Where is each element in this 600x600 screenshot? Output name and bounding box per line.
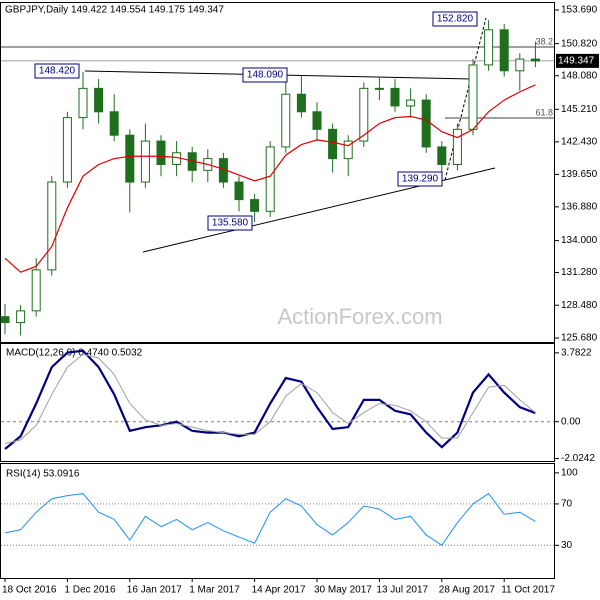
x-tick-label: 1 Mar 2017 bbox=[189, 585, 240, 596]
candle-body bbox=[406, 99, 416, 107]
candle-body bbox=[47, 181, 57, 271]
trendline bbox=[444, 17, 487, 181]
candle-body bbox=[250, 199, 260, 212]
candle-body bbox=[312, 111, 322, 130]
candle-body bbox=[484, 29, 494, 66]
y-tick-label: 30 bbox=[561, 540, 573, 551]
candle-body bbox=[109, 111, 119, 136]
x-tick-label: 13 Jul 2017 bbox=[376, 585, 428, 596]
x-tick-label: 14 Apr 2017 bbox=[252, 585, 306, 596]
y-tick-label: 3.7822 bbox=[561, 348, 592, 359]
candle-body bbox=[0, 316, 10, 324]
candle-body bbox=[296, 93, 306, 113]
y-tick-label: 70 bbox=[561, 499, 573, 510]
y-tick-label: 153.690 bbox=[561, 5, 598, 16]
y-tick-label: 128.480 bbox=[561, 300, 598, 311]
annotation: 152.820 bbox=[437, 14, 474, 25]
candle-body bbox=[265, 146, 275, 212]
y-tick-label: 0.00 bbox=[561, 416, 581, 427]
candle-body bbox=[359, 87, 369, 142]
annotation: 148.420 bbox=[39, 66, 76, 77]
candle-body bbox=[421, 99, 431, 148]
candle-body bbox=[437, 146, 447, 165]
series-line bbox=[4, 492, 536, 546]
current-price-label: 149.347 bbox=[558, 56, 595, 67]
macd-panel bbox=[0, 343, 555, 462]
candle-body bbox=[499, 29, 509, 72]
y-tick-label: 148.080 bbox=[561, 70, 598, 81]
annotation-box bbox=[34, 63, 80, 79]
candle-body bbox=[62, 117, 72, 183]
series-line bbox=[4, 353, 536, 445]
moving-average bbox=[4, 84, 536, 273]
y-tick-label: 136.880 bbox=[561, 202, 598, 213]
series-line bbox=[4, 349, 536, 450]
candle-body bbox=[452, 128, 462, 165]
x-tick-label: 11 Oct 2017 bbox=[501, 585, 555, 596]
y-tick-label: 145.210 bbox=[561, 104, 598, 115]
x-tick-label: 18 Oct 2016 bbox=[2, 585, 57, 596]
candle-body bbox=[281, 93, 291, 148]
y-tick-label: 139.650 bbox=[561, 169, 598, 180]
annotation-box bbox=[432, 11, 478, 27]
candle-body bbox=[31, 269, 41, 312]
chart-title: GBPJPY,Daily 149.422 149.554 149.175 149… bbox=[5, 5, 224, 16]
price-panel bbox=[0, 2, 555, 343]
y-tick-label: 100 bbox=[561, 468, 578, 479]
x-tick-label: 30 May 2017 bbox=[314, 585, 372, 596]
annotation-box bbox=[397, 171, 443, 187]
rsi-panel bbox=[0, 463, 555, 579]
candle-body bbox=[125, 134, 135, 183]
candle-body bbox=[530, 58, 540, 62]
fib-label: 38.2 bbox=[535, 36, 553, 46]
x-tick-label: 28 Aug 2017 bbox=[439, 585, 496, 596]
x-tick-label: 16 Jan 2017 bbox=[127, 585, 182, 596]
candle-body bbox=[94, 87, 104, 113]
macd-title: MACD(12,26,9) 0.4740 0.5032 bbox=[6, 348, 143, 359]
candle-body bbox=[234, 181, 244, 201]
candle-body bbox=[374, 87, 384, 90]
candle-body bbox=[328, 128, 338, 160]
y-tick-label: 150.820 bbox=[561, 38, 598, 49]
x-tick-label: 1 Dec 2016 bbox=[64, 585, 116, 596]
candle-body bbox=[16, 310, 26, 324]
y-tick-label: 142.430 bbox=[561, 137, 598, 148]
rsi-title: RSI(14) 53.0916 bbox=[6, 469, 80, 480]
annotation-box bbox=[207, 215, 253, 231]
candle-body bbox=[515, 58, 525, 72]
annotation: 135.580 bbox=[212, 218, 249, 229]
y-tick-label: 134.000 bbox=[561, 235, 598, 246]
candle-body bbox=[156, 140, 166, 165]
watermark: ActionForex.com bbox=[277, 304, 442, 329]
current-price-box bbox=[556, 53, 599, 68]
annotation: 148.090 bbox=[247, 70, 284, 81]
candle-body bbox=[390, 87, 400, 107]
annotation-box bbox=[242, 67, 288, 83]
fib-label: 61.8 bbox=[535, 107, 553, 117]
y-tick-label: 125.680 bbox=[561, 333, 598, 344]
y-tick-label: -2.0242 bbox=[561, 453, 595, 464]
candle-body bbox=[468, 64, 478, 130]
candle-body bbox=[140, 140, 150, 183]
candle-body bbox=[343, 140, 353, 160]
candle-body bbox=[78, 87, 88, 119]
y-tick-label: 131.280 bbox=[561, 267, 598, 278]
annotation: 139.290 bbox=[402, 174, 439, 185]
